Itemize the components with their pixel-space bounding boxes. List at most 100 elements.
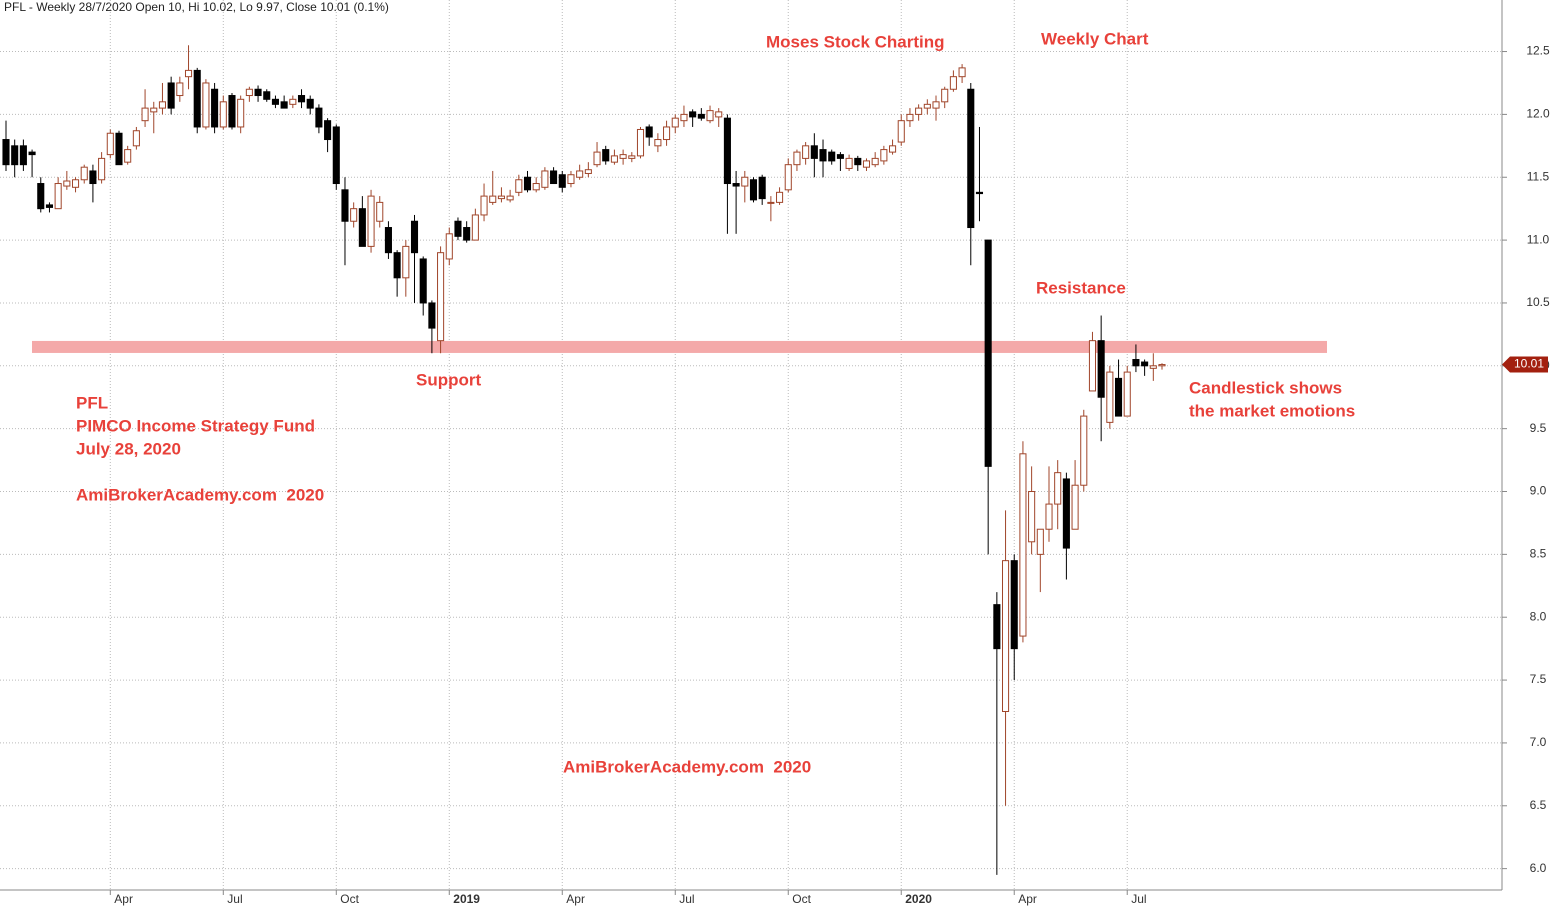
x-tick-label: Jul	[1131, 892, 1146, 906]
candle-body	[1062, 478, 1070, 549]
candle-body	[1028, 491, 1036, 543]
x-tick-label: Apr	[1018, 892, 1037, 906]
candle-body	[19, 145, 27, 166]
y-tick-label: 8.5	[1530, 547, 1547, 561]
candle-body	[419, 258, 427, 304]
y-tick-label: 11.0	[1527, 232, 1550, 246]
candle-body	[124, 149, 132, 163]
candle-body	[184, 69, 193, 78]
candle-body	[758, 176, 766, 200]
candle-body	[628, 155, 636, 159]
candle-body	[923, 103, 931, 109]
candle-body	[828, 151, 836, 162]
candle-body	[567, 174, 575, 185]
candle-body	[671, 117, 679, 128]
candle-body	[732, 183, 740, 187]
candle-body	[523, 176, 532, 191]
candle-body	[723, 117, 731, 185]
candle-body	[1158, 364, 1166, 367]
candle-body	[532, 183, 540, 191]
y-tick-label: 6.5	[1530, 798, 1547, 812]
candle-body	[915, 107, 923, 115]
chart-title: PFL - Weekly 28/7/2020 Open 10, Hi 10.02…	[4, 0, 389, 14]
candle-body	[1036, 528, 1044, 555]
last-price-label: 10.01	[1514, 357, 1544, 371]
annotation: the market emotions	[1189, 401, 1355, 420]
candle-body	[454, 220, 462, 237]
candle-body	[350, 208, 358, 222]
candle-body	[897, 120, 905, 143]
candle-body	[176, 82, 184, 97]
y-tick-label: 12.0	[1526, 107, 1550, 121]
candle-body	[193, 69, 201, 128]
candle-body	[602, 149, 610, 162]
candle-body	[984, 239, 992, 467]
y-tick-label: 7.5	[1530, 672, 1547, 686]
candle-body	[871, 157, 879, 166]
candle-body	[89, 170, 97, 185]
candle-body	[680, 113, 688, 122]
candle-body	[393, 252, 401, 279]
candle-body	[1002, 560, 1010, 712]
candle-body	[862, 160, 871, 168]
annotation: Moses Stock Charting	[766, 32, 945, 51]
annotation: AmiBrokerAcademy.com 2020	[76, 485, 324, 504]
candle-body	[610, 155, 618, 163]
candle-body	[1019, 453, 1027, 637]
candle-body	[593, 151, 601, 166]
y-tick-label: 6.0	[1530, 861, 1547, 875]
candle-body	[271, 98, 279, 105]
candle-body	[263, 91, 271, 100]
candle-body	[1054, 472, 1062, 505]
candle-body	[297, 95, 306, 103]
candle-body	[80, 166, 88, 181]
candle-body	[558, 174, 566, 188]
candle-body	[697, 113, 705, 119]
candle-body	[341, 189, 349, 222]
candle-body	[515, 179, 523, 193]
candle-body	[497, 195, 505, 200]
candle-body	[358, 208, 366, 247]
candle-body	[45, 204, 54, 208]
candle-body	[489, 195, 497, 203]
candle-body	[54, 183, 62, 210]
candle-body	[541, 170, 549, 188]
candle-body	[506, 195, 514, 201]
candle-body	[645, 126, 653, 138]
candle-body	[1123, 371, 1131, 417]
x-tick-label: Oct	[340, 892, 359, 906]
candle-body	[715, 111, 723, 118]
candle-body	[845, 157, 853, 169]
annotation: PIMCO Income Strategy Fund	[76, 416, 315, 435]
candle-body	[410, 220, 419, 254]
candle-body	[1071, 484, 1079, 530]
candle-body	[584, 169, 592, 174]
candle-body	[167, 82, 175, 109]
candle-body	[932, 101, 940, 109]
candle-body	[1097, 340, 1105, 398]
x-tick-label: Oct	[792, 892, 811, 906]
candle-body	[2, 139, 10, 166]
annotation: July 28, 2020	[76, 439, 181, 458]
candle-body	[150, 107, 158, 113]
candle-body	[106, 132, 114, 156]
candle-body	[767, 201, 775, 204]
y-tick-label: 11.5	[1527, 169, 1550, 183]
candle-body	[906, 113, 914, 122]
candle-body	[854, 157, 862, 166]
y-tick-label: 12.5	[1526, 44, 1550, 58]
candle-body	[819, 149, 827, 162]
candle-body	[115, 132, 123, 166]
candle-body	[784, 164, 792, 191]
annotation: Support	[416, 370, 481, 389]
candle-body	[1132, 359, 1140, 367]
candle-body	[889, 145, 897, 153]
candle-body	[941, 88, 949, 103]
y-tick-label: 9.0	[1530, 484, 1547, 498]
candle-body	[132, 130, 140, 147]
candle-body	[1088, 340, 1097, 392]
candle-body	[289, 98, 297, 105]
candle-body	[315, 107, 323, 128]
